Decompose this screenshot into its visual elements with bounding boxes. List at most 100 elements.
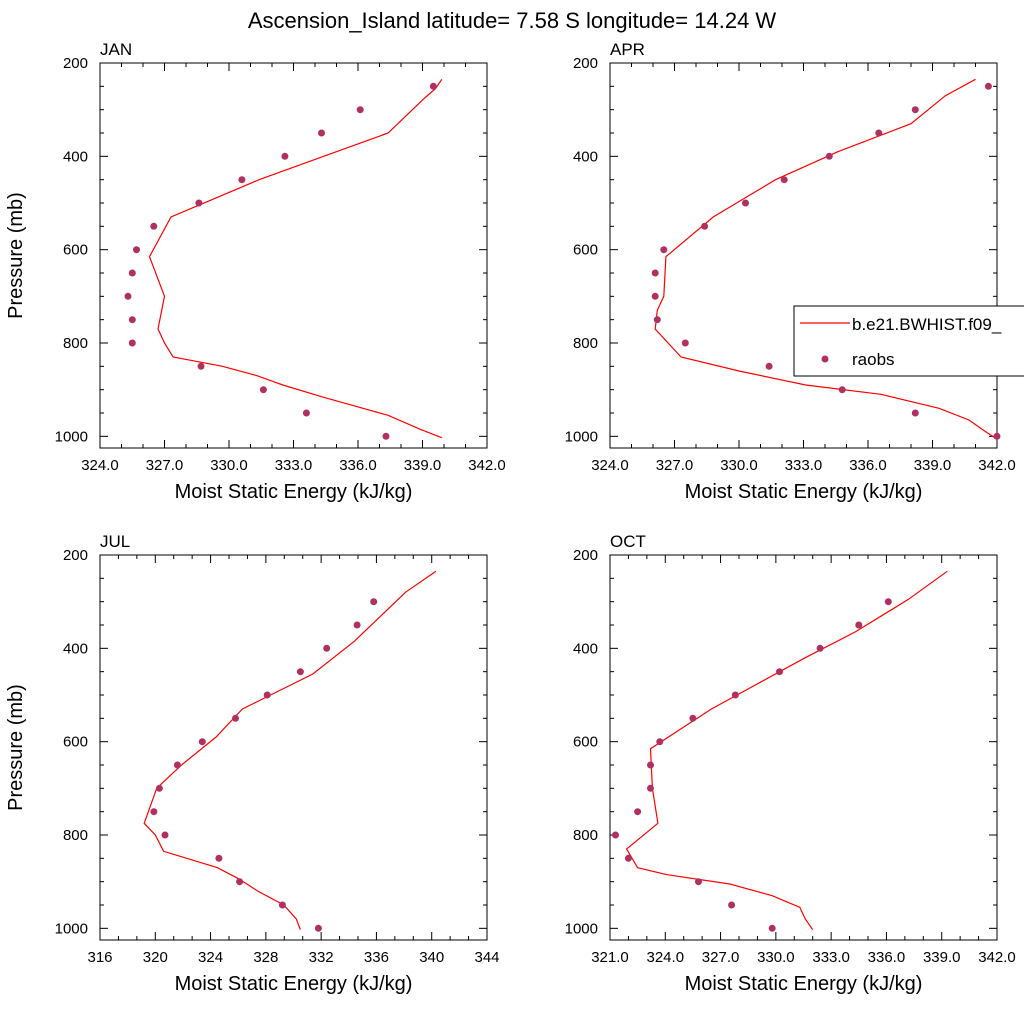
raobs-point (816, 644, 824, 652)
raobs-point (128, 316, 136, 324)
y-tick-label: 600 (63, 734, 88, 751)
y-tick-label: 800 (63, 335, 88, 352)
raobs-point (215, 854, 223, 862)
plot-frame (609, 554, 998, 941)
raobs-point (656, 738, 664, 746)
raobs-point (768, 924, 776, 932)
y-tick-label: 200 (573, 547, 598, 564)
raobs-point (993, 432, 1001, 440)
raobs-point (825, 152, 833, 160)
raobs-point (353, 621, 361, 629)
raobs-point (701, 222, 709, 230)
x-tick-label: 332 (309, 949, 334, 966)
y-tick-label: 800 (573, 827, 598, 844)
y-tick-label: 200 (63, 547, 88, 564)
raobs-point (198, 738, 206, 746)
raobs-point (855, 621, 863, 629)
x-tick-label: 327.0 (656, 457, 694, 474)
x-tick-label: 324.0 (81, 457, 119, 474)
legend-box (793, 305, 1024, 377)
raobs-point (742, 199, 749, 207)
raobs-point (150, 808, 158, 816)
y-tick-label: 200 (63, 55, 88, 72)
model-profile-line (625, 570, 948, 931)
x-axis-label: Moist Static Energy (kJ/kg) (175, 481, 413, 503)
raobs-point (647, 761, 654, 769)
y-tick-label: 600 (573, 242, 598, 259)
panel-apr: APR 324.0 327.0 330.0 333.0 336.0 339.0 342.0 20… (565, 40, 1016, 503)
panel-label: OCT (610, 532, 646, 551)
y-tick-label: 800 (573, 335, 598, 352)
x-tick-label: 330.0 (757, 949, 795, 966)
raobs-point (150, 222, 158, 230)
y-tick-label: 200 (573, 55, 598, 72)
panel-label: JAN (100, 40, 132, 59)
x-tick-label: 320 (143, 949, 168, 966)
raobs-point (238, 176, 246, 184)
legend-obs-label: raobs (852, 350, 895, 369)
panels: JAN 324.0 327.0 330.0 333.0 336.0 339.0 342.0 20… (5, 40, 1016, 995)
raobs-point (173, 761, 181, 769)
y-tick-label: 400 (63, 640, 88, 657)
raobs-point (236, 878, 244, 886)
x-tick-label: 333.0 (785, 457, 823, 474)
x-tick-label: 327.0 (146, 457, 184, 474)
x-tick-label: 336 (364, 949, 389, 966)
raobs-point (259, 386, 267, 394)
raobs-point (660, 246, 668, 254)
raobs-point (155, 784, 163, 792)
raobs-point (875, 129, 883, 137)
x-tick-label: 333.0 (812, 949, 850, 966)
panel-jul: JUL 316 320 324 328 332 336 340 344 200 400 600 800 1… (5, 532, 500, 995)
raobs-point (612, 831, 619, 839)
raobs-point (232, 714, 239, 722)
raobs-point (124, 292, 132, 300)
y-tick-label: 1000 (565, 428, 598, 445)
x-tick-label: 321.0 (591, 949, 629, 966)
raobs-point (356, 106, 364, 114)
raobs-point (765, 362, 773, 370)
y-tick-label: 600 (63, 242, 88, 259)
x-tick-label: 330.0 (210, 457, 248, 474)
raobs-point (651, 269, 659, 277)
y-tick-label: 400 (63, 148, 88, 165)
raobs-point (281, 152, 289, 160)
x-tick-label: 339.0 (923, 949, 961, 966)
raobs-point (634, 808, 642, 816)
legend-model-label: b.e21.BWHIST.f09_ (852, 315, 1002, 334)
x-tick-label: 324.0 (591, 457, 629, 474)
x-axis-label: Moist Static Energy (kJ/kg) (175, 973, 413, 995)
model-profile-line (143, 570, 437, 930)
raobs-point (278, 901, 286, 909)
raobs-point (911, 409, 919, 417)
raobs-point (695, 878, 702, 886)
raobs-point (647, 784, 654, 792)
raobs-point (323, 644, 331, 652)
x-tick-label: 328 (253, 949, 278, 966)
raobs-point (318, 129, 325, 137)
plot-frame (99, 62, 488, 449)
y-tick-label: 600 (573, 734, 598, 751)
x-axis-label: Moist Static Energy (kJ/kg) (685, 973, 923, 995)
panel-oct: OCT 321.0 324.0 327.0 330.0 333.0 336.0 339.0 34… (565, 532, 1016, 995)
x-tick-label: 342.0 (468, 457, 506, 474)
raobs-point (776, 668, 783, 676)
x-tick-label: 342.0 (978, 949, 1016, 966)
raobs-point (302, 409, 310, 417)
raobs-point (653, 316, 661, 324)
raobs-point (370, 598, 378, 606)
figure-title: Ascension_Island latitude= 7.58 S longit… (248, 8, 777, 33)
x-tick-label: 336.0 (339, 457, 377, 474)
raobs-point (161, 831, 169, 839)
raobs-point (728, 901, 736, 909)
raobs-point (314, 924, 322, 932)
raobs-point (197, 362, 205, 370)
raobs-point (681, 339, 689, 347)
x-tick-label: 330.0 (720, 457, 758, 474)
raobs-point (128, 269, 136, 277)
y-axis-label: Pressure (mb) (5, 192, 27, 319)
plot-frame (99, 554, 488, 941)
raobs-point (838, 386, 846, 394)
raobs-point (195, 199, 203, 207)
raobs-point (296, 668, 304, 676)
